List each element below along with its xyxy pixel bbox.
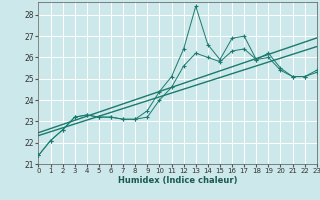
X-axis label: Humidex (Indice chaleur): Humidex (Indice chaleur) [118, 176, 237, 185]
